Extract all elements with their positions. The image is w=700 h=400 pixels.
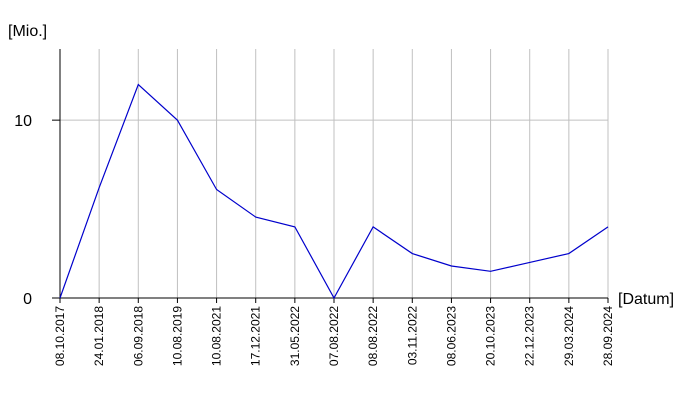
x-tick-label: 08.10.2017	[53, 306, 67, 366]
x-tick-label: 07.08.2022	[327, 306, 341, 366]
y-tick-label: 10	[14, 113, 32, 130]
x-tick-label: 06.09.2018	[131, 306, 145, 366]
x-tick-label: 28.09.2024	[601, 306, 615, 366]
x-tick-label: 10.08.2019	[170, 306, 184, 366]
x-tick-label: 10.08.2021	[210, 306, 224, 366]
x-tick-label: 03.11.2022	[405, 306, 419, 365]
x-tick-label: 31.05.2022	[288, 306, 302, 366]
x-tick-label: 17.12.2021	[249, 306, 263, 366]
x-tick-label: 29.03.2024	[562, 306, 576, 366]
y-axis-label: [Mio.]	[8, 23, 47, 40]
x-axis-label: [Datum]	[618, 291, 674, 308]
line-series	[59, 83, 609, 300]
x-tick-label: 20.10.2023	[484, 306, 498, 366]
x-tick-label: 08.08.2022	[366, 306, 380, 366]
x-tick-label: 22.12.2023	[523, 306, 537, 366]
y-tick-label: 0	[23, 291, 32, 308]
x-tick-label: 08.06.2023	[444, 306, 458, 366]
x-tick-label: 24.01.2018	[92, 306, 106, 366]
